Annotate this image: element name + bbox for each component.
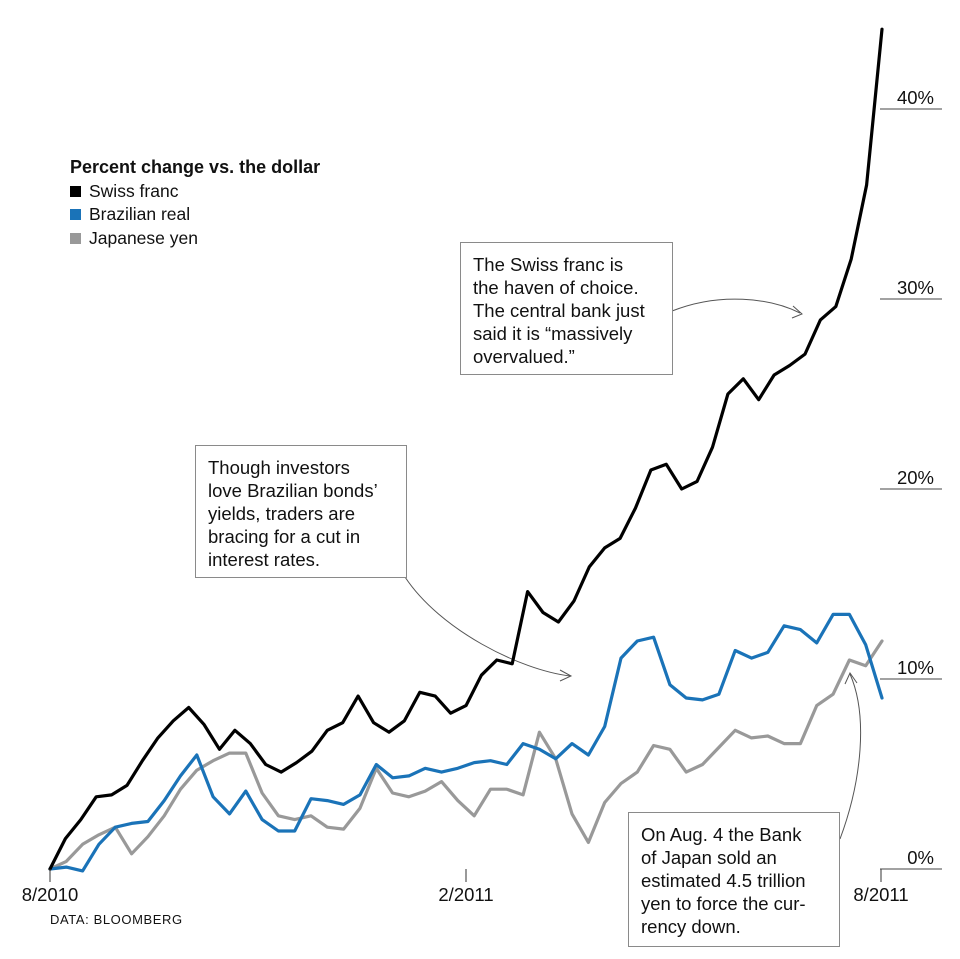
annotation-line: Though investors xyxy=(208,457,350,478)
annotation-line: rency down. xyxy=(641,916,741,937)
real-annotation-arrow xyxy=(404,576,571,677)
brazilian-real-series-line xyxy=(48,612,884,873)
y-tick-label: 30% xyxy=(897,277,934,298)
legend-title: Percent change vs. the dollar xyxy=(70,157,321,177)
annotation-line: yields, traders are xyxy=(208,503,356,524)
annotation-line: estimated 4.5 trillion xyxy=(641,870,806,891)
annotation-line: The central bank just xyxy=(473,300,645,321)
swiss-franc-swatch-icon xyxy=(70,185,81,197)
legend-item-swiss-franc: Swiss franc xyxy=(70,180,320,204)
real-annotation: Though investors love Brazilian bonds’ y… xyxy=(195,445,407,578)
annotation-line: interest rates. xyxy=(208,549,321,570)
annotation-line: the haven of choice. xyxy=(473,277,639,298)
franc-annotation-arrow xyxy=(671,298,801,314)
legend-label: Brazilian real xyxy=(89,204,191,224)
yen-annotation: On Aug. 4 the Bank of Japan sold an esti… xyxy=(628,812,840,947)
x-tick-label: 8/2010 xyxy=(22,884,79,905)
x-tick-label: 2/2011 xyxy=(438,884,493,905)
data-source: DATA: BLOOMBERG xyxy=(50,912,183,927)
annotation-line: yen to force the cur- xyxy=(641,893,806,914)
annotation-line: bracing for a cut in xyxy=(208,526,361,547)
brazilian-real-swatch-icon xyxy=(70,209,81,221)
x-tick-label: 8/2011 xyxy=(853,884,908,905)
annotation-line: love Brazilian bonds’ xyxy=(208,480,378,501)
y-tick-label: 10% xyxy=(897,657,934,678)
swiss-franc-series-line xyxy=(48,27,884,871)
legend-label: Swiss franc xyxy=(89,180,179,201)
legend: Percent change vs. the dollar Swiss fran… xyxy=(70,156,320,250)
annotation-line: overvalued.” xyxy=(473,346,575,367)
yen-annotation-arrow xyxy=(839,673,862,840)
yen-arrowhead xyxy=(844,671,858,685)
y-tick-label: 0% xyxy=(907,847,934,868)
annotation-line: said it is “massively xyxy=(473,323,633,344)
annotation-line: The Swiss franc is xyxy=(473,254,624,275)
legend-label: Japanese yen xyxy=(89,227,198,248)
y-tick-label: 40% xyxy=(897,87,934,108)
japanese-yen-swatch-icon xyxy=(70,232,81,244)
annotation-line: On Aug. 4 the Bank xyxy=(641,824,802,845)
franc-arrowhead xyxy=(791,305,803,319)
japanese-yen-series-line xyxy=(48,639,884,871)
legend-item-brazilian-real: Brazilian real xyxy=(70,203,320,227)
y-tick-label: 20% xyxy=(897,467,934,488)
franc-annotation: The Swiss franc is the haven of choice. … xyxy=(460,242,673,375)
legend-item-japanese-yen: Japanese yen xyxy=(70,227,320,251)
annotation-line: of Japan sold an xyxy=(641,847,777,868)
real-arrowhead xyxy=(559,669,573,682)
annotation-arrows xyxy=(404,298,862,840)
